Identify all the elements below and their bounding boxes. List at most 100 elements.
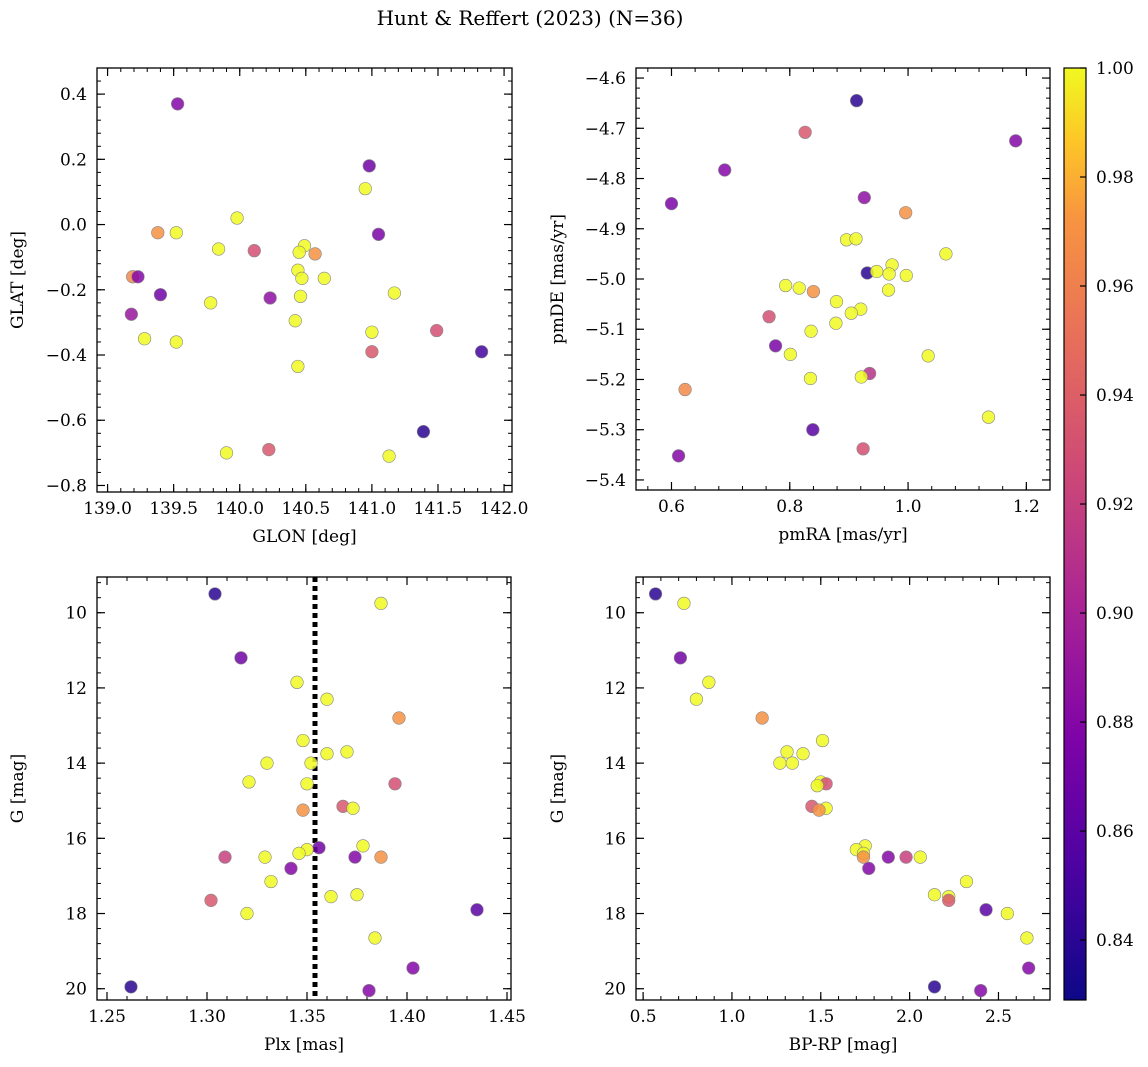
plx-g-y-axis-label: G [mag] xyxy=(8,754,28,823)
plx-g-y-tick-label: 14 xyxy=(65,754,87,774)
plx-g-point xyxy=(258,850,272,864)
colorbar-tick-label: 0.84 xyxy=(1096,931,1134,951)
bprp-g-point xyxy=(815,733,830,748)
glon-glat-x-tick-label: 140.5 xyxy=(281,499,330,519)
plx-g-point xyxy=(392,711,406,725)
pmra-pmde-x-tick-label: 1.0 xyxy=(895,497,922,517)
pmra-pmde-y-tick-label: −4.9 xyxy=(585,220,626,240)
plx-g-point xyxy=(260,756,274,770)
glon-glat-y-tick-label: 0.4 xyxy=(60,85,87,105)
pmra-pmde-point xyxy=(921,349,935,363)
bprp-g-point xyxy=(862,861,876,876)
bprp-g-point xyxy=(942,893,956,907)
glon-glat-y-axis-label: GLAT [deg] xyxy=(8,231,28,329)
glon-glat-point xyxy=(317,271,331,285)
bprp-g-y-tick-label: 12 xyxy=(604,679,626,699)
pmra-pmde-point xyxy=(939,247,953,261)
plx-g-x-tick-label: 1.35 xyxy=(288,1007,326,1027)
plx-g-x-tick-label: 1.40 xyxy=(388,1007,426,1027)
pmra-pmde-point xyxy=(678,382,692,397)
plx-g-point xyxy=(356,839,370,853)
glon-glat-point xyxy=(262,443,276,457)
glon-glat-point xyxy=(247,244,261,258)
bprp-g-point xyxy=(1000,906,1014,921)
plx-g-point xyxy=(284,861,298,876)
plx-g-axes-frame xyxy=(96,576,512,1001)
glon-glat-x-tick-label: 141.5 xyxy=(414,499,463,519)
glon-glat-point xyxy=(365,325,379,339)
bprp-g-point xyxy=(780,745,794,759)
pmra-pmde-point xyxy=(671,449,686,463)
pmra-pmde-point xyxy=(899,268,913,283)
glon-glat-point xyxy=(131,270,145,284)
plx-g-y-tick-label: 16 xyxy=(65,829,87,849)
glon-glat-point xyxy=(291,359,305,374)
glon-glat-x-tick-label: 142.0 xyxy=(480,499,529,519)
glon-glat-axes-frame xyxy=(96,67,513,493)
glon-glat-point xyxy=(288,314,302,328)
bprp-g-point xyxy=(927,980,942,994)
colorbar-tick-label: 0.86 xyxy=(1096,822,1134,842)
pmra-pmde-point xyxy=(779,278,793,293)
pmra-pmde-y-tick-label: −5.3 xyxy=(585,421,626,441)
glon-glat-x-axis-label: GLON [deg] xyxy=(252,527,356,547)
plx-g-point xyxy=(234,651,248,665)
pmra-pmde-x-tick-label: 1.2 xyxy=(1013,497,1040,517)
colorbar-tick-label: 1.00 xyxy=(1096,59,1134,79)
bprp-g-point xyxy=(785,756,799,770)
plx-g-point xyxy=(296,733,310,748)
glon-glat-point xyxy=(151,226,165,240)
pmra-pmde-y-tick-label: −4.6 xyxy=(585,69,626,89)
bprp-g-y-tick-label: 20 xyxy=(604,980,626,1000)
glon-glat-point xyxy=(416,425,431,439)
pmra-pmde-point xyxy=(857,191,871,205)
plx-g-point xyxy=(218,850,232,864)
glon-glat-y-tick-label: −0.8 xyxy=(46,476,87,496)
plx-g-y-tick-label: 20 xyxy=(65,980,87,1000)
bprp-g-y-axis-label: G [mag] xyxy=(548,754,568,823)
pmra-pmde-y-tick-label: −4.7 xyxy=(585,119,626,139)
bprp-g-point xyxy=(974,983,988,998)
pmra-pmde-point xyxy=(844,306,858,320)
pmra-pmde-point xyxy=(783,347,797,361)
bprp-g-point xyxy=(959,874,974,889)
pmra-pmde-point xyxy=(856,442,870,456)
bprp-g-x-tick-label: 2.0 xyxy=(896,1007,923,1027)
colorbar-tick-label: 0.98 xyxy=(1096,168,1134,188)
bprp-g-x-axis-label: BP-RP [mag] xyxy=(789,1035,898,1055)
glon-glat-point xyxy=(430,323,444,338)
bprp-g-axes-frame xyxy=(635,576,1051,1001)
glon-glat-x-tick-label: 140.0 xyxy=(215,499,264,519)
plx-g-point xyxy=(470,903,484,917)
plx-g-y-tick-label: 18 xyxy=(65,905,87,925)
glon-glat-point xyxy=(219,446,234,460)
bprp-g-point xyxy=(673,651,688,665)
glon-glat-point xyxy=(362,159,376,173)
bprp-g-point xyxy=(773,756,787,770)
plx-g-point xyxy=(300,777,314,791)
bprp-g-point xyxy=(677,596,691,610)
bprp-g-point xyxy=(702,675,716,689)
plx-g-point xyxy=(324,889,338,904)
pmra-pmde-point xyxy=(762,310,776,324)
glon-glat-point xyxy=(475,345,489,359)
glon-glat-point xyxy=(124,307,138,321)
pmra-pmde-point xyxy=(881,283,896,297)
bprp-g-point xyxy=(796,747,810,761)
bprp-g-y-tick-label: 18 xyxy=(604,905,626,925)
pmra-pmde-point xyxy=(804,324,818,338)
glon-glat-point xyxy=(211,242,226,256)
glon-glat-point xyxy=(365,345,379,359)
colorbar-tick-label: 0.92 xyxy=(1096,495,1134,515)
plx-g-y-tick-label: 12 xyxy=(65,679,87,699)
plx-g-point xyxy=(204,893,218,907)
glon-glat-x-tick-label: 139.5 xyxy=(149,499,198,519)
plx-g-x-tick-label: 1.30 xyxy=(188,1007,226,1027)
plx-g-point xyxy=(208,587,222,601)
pmra-pmde-point xyxy=(1009,134,1023,148)
pmra-pmde-x-axis-label: pmRA [mas/yr] xyxy=(778,525,907,545)
pmra-pmde-point xyxy=(981,410,996,424)
glon-glat-point xyxy=(169,335,183,349)
glon-glat-point xyxy=(153,288,168,302)
